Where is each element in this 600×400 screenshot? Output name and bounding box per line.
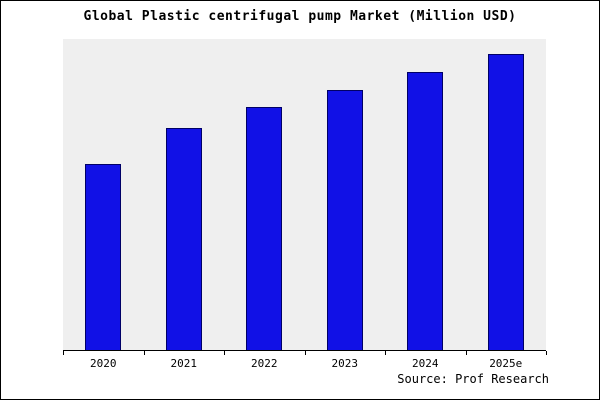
bar-2020 [85,163,122,351]
bar-slot [305,39,386,351]
x-axis-line [63,350,546,351]
x-tick-label-2024: 2024 [412,357,439,370]
bar-2025e [487,53,524,351]
bar-2024 [407,71,444,351]
x-tick-label-2023: 2023 [331,357,359,370]
x-tick-label-2022: 2022 [251,357,278,370]
x-axis-labels: 2020 2021 2022 2023 2024 2025e [63,357,546,370]
x-tick-label-2021: 2021 [170,357,198,370]
x-axis-tick [224,351,225,355]
bar-slot [466,39,547,351]
x-axis-tick [144,351,145,355]
x-tick-label-2025e: 2025e [489,357,523,370]
bar-slot [385,39,466,351]
x-axis-tick [546,351,547,355]
bar-2022 [246,107,283,351]
chart-title: Global Plastic centrifugal pump Market (… [83,9,517,24]
x-axis-tick [385,351,386,355]
plot-area [63,39,547,355]
x-axis-tick [63,351,64,355]
source-text: Source: Prof Research [397,372,549,386]
bar-2021 [165,128,202,351]
bars-container [63,39,546,351]
x-axis-tick [466,351,467,355]
x-tick-label-2020: 2020 [90,357,117,370]
x-axis-tick [305,351,306,355]
bar-slot [144,39,225,351]
bar-2023 [326,89,363,351]
bar-slot [63,39,144,351]
bar-slot [224,39,305,351]
